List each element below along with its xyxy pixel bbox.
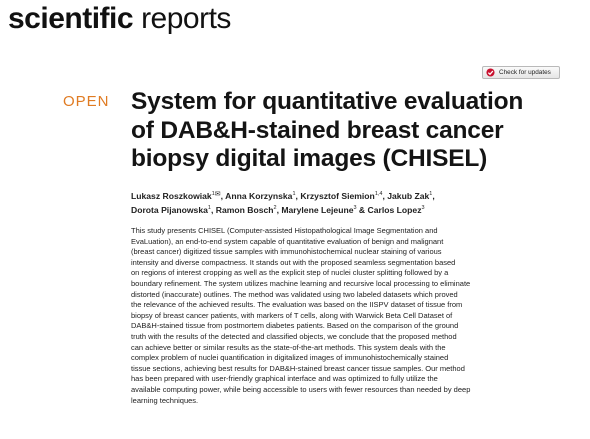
author-separator: , xyxy=(276,205,282,215)
author-separator: , xyxy=(295,191,301,201)
author-name[interactable]: Marylene Lejeune xyxy=(281,205,354,215)
author-separator: , xyxy=(432,191,435,201)
author-row: Dorota Pijanowska1, Ramon Bosch2, Maryle… xyxy=(131,203,571,217)
abstract-line: tissue sections, achieving best results … xyxy=(131,363,465,373)
author-name[interactable]: Carlos Lopez xyxy=(367,205,422,215)
title-line: System for quantitative evaluation xyxy=(131,88,524,115)
abstract-line: can achieve better or similar results as… xyxy=(131,342,446,352)
journal-name: scientific reports xyxy=(8,2,231,36)
abstract-line: This study presents CHISEL (Computer-ass… xyxy=(131,226,438,235)
abstract-line: distorted (inaccurate) outlines. The met… xyxy=(131,289,458,299)
article-title: System for quantitative evaluation of DAB… xyxy=(131,88,571,174)
author-name[interactable]: Ramon Bosch xyxy=(215,205,274,215)
author-row: Lukasz Roszkowiak1✉, Anna Korzynska1, Kr… xyxy=(131,188,571,203)
check-for-updates-label: Check for updates xyxy=(499,69,551,76)
author-name[interactable]: Krzysztof Siemion xyxy=(300,191,375,201)
abstract-line: biopsy of breast cancer patients, with m… xyxy=(131,310,453,320)
abstract-line: available computing power, while being a… xyxy=(131,384,471,394)
author-separator: , xyxy=(382,191,388,201)
author-affiliation: 1 xyxy=(207,205,211,211)
author-list: Lukasz Roszkowiak1✉, Anna Korzynska1, Kr… xyxy=(131,188,571,217)
author-affiliation: 1 xyxy=(429,191,433,197)
abstract-line: intensity and diverse compactness. It st… xyxy=(131,257,456,267)
journal-name-part1: scientific xyxy=(8,2,134,35)
author-separator: , xyxy=(210,205,216,215)
abstract-line: on regions of interest cropping as well … xyxy=(131,268,449,278)
author-affiliation: 1,4 xyxy=(374,191,383,197)
abstract-line: (breast cancer) digitized tissue samples… xyxy=(131,247,442,257)
title-line: of DAB&H-stained breast cancer xyxy=(131,116,504,144)
abstract: This study presents CHISEL (Computer-ass… xyxy=(131,226,573,406)
author-affiliation: 3 xyxy=(353,205,357,211)
author-name[interactable]: Anna Korzynska xyxy=(225,191,293,201)
author-separator: , xyxy=(220,191,226,201)
author-affiliation: 1 xyxy=(292,191,296,197)
abstract-line: truth with the results of the detected a… xyxy=(131,331,457,341)
journal-name-part2: reports xyxy=(141,2,231,35)
abstract-line: the relevance of the achieved results. T… xyxy=(131,300,463,310)
author-affiliation: 2 xyxy=(273,205,277,211)
author-name[interactable]: Jakub Zak xyxy=(387,191,430,201)
author-separator: & xyxy=(356,205,368,215)
author-affiliation: 3 xyxy=(421,205,425,211)
abstract-line: has been prepared with user-friendly gra… xyxy=(131,374,438,384)
abstract-line: EvaLuation), an end-to-end system capabl… xyxy=(131,236,444,246)
author-name[interactable]: Lukasz Roszkowiak xyxy=(131,191,212,201)
abstract-line: boundary refinement. The system utilizes… xyxy=(131,278,471,288)
abstract-line: DAB&H-stained tissue from postmortem dia… xyxy=(131,321,459,331)
abstract-line: complex problem of nuclei quantification… xyxy=(131,353,449,363)
email-icon[interactable]: ✉ xyxy=(214,191,221,198)
open-access-badge: OPEN xyxy=(63,93,110,110)
check-for-updates-icon xyxy=(486,68,495,77)
title-line: biopsy digital images (CHISEL) xyxy=(131,145,488,172)
author-name[interactable]: Dorota Pijanowska xyxy=(131,205,208,215)
check-for-updates-button[interactable]: Check for updates xyxy=(482,66,560,79)
abstract-line: learning techniques. xyxy=(131,395,199,405)
author-affiliation: 1 xyxy=(211,191,215,197)
